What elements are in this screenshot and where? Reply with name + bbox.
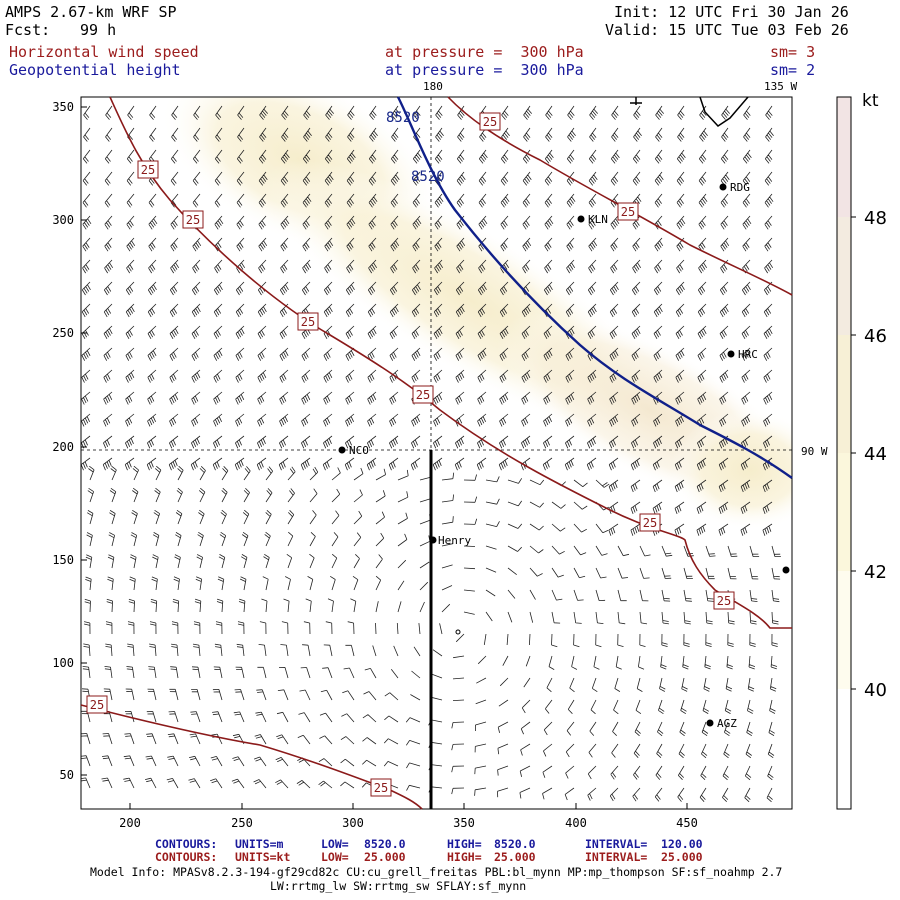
wind-contour-label: 25: [416, 388, 430, 402]
wind-contour-label: 25: [483, 115, 497, 129]
wind-barbs: [81, 105, 781, 803]
footer-line2-low: LOW=: [321, 850, 349, 864]
field-2-level: at pressure = 300 hPa: [385, 61, 584, 79]
x-tick-label: 450: [676, 816, 698, 830]
colorbar-tick-label: 44: [864, 444, 887, 465]
colorbar-tick-label: 42: [864, 562, 887, 583]
station-kln: KLN: [588, 213, 608, 226]
station-dot-henry: [429, 536, 437, 544]
x-tick-label: 300: [342, 816, 364, 830]
y-tick-label: 350: [52, 100, 74, 114]
map-frame: [80, 96, 793, 810]
colorbar-tick-label: 46: [864, 326, 887, 347]
station-nco: NCO: [349, 444, 369, 457]
model-title: AMPS 2.67-km WRF SP: [5, 3, 177, 21]
colorbar-band: [837, 97, 851, 217]
footer-line1-interval-value: 120.00: [661, 837, 703, 851]
footer-line1-high: HIGH=: [447, 837, 482, 851]
colorbar-band: [837, 335, 851, 453]
colorbar-band: [837, 453, 851, 571]
footer-line1-low-value: 8520.0: [364, 837, 406, 851]
station-dot-agz: [706, 719, 714, 727]
meridian-label-135w: 135 W: [764, 80, 797, 93]
footer-line2-interval-value: 25.000: [661, 850, 703, 864]
model-info-2: LW:rrtmg_lw SW:rrtmg_sw SFLAY:sf_mynn: [270, 879, 527, 893]
colorbar-band: [837, 571, 851, 689]
colorbar-tick-label: 40: [864, 680, 887, 701]
footer-line2-high-value: 25.000: [494, 850, 536, 864]
footer-line2-low-value: 25.000: [364, 850, 406, 864]
station-dot-kln: [577, 215, 585, 223]
model-info: Model Info: MPASv8.2.3-194-gf29cd82c CU:…: [90, 865, 783, 879]
meridian-label-90w: 90 W: [801, 445, 828, 458]
wind-contour-label: 25: [90, 698, 104, 712]
height-contour-label-1: 8520: [386, 110, 420, 126]
footer-line1-high-value: 8520.0: [494, 837, 536, 851]
colorbar-band: [837, 689, 851, 809]
wind-contour-label: 25: [621, 205, 635, 219]
wind-contour-label: 25: [374, 781, 388, 795]
wind-contour-label: 25: [141, 163, 155, 177]
init-time: Init: 12 UTC Fri 30 Jan 26: [614, 3, 849, 21]
wind-speed-contours: [80, 96, 793, 810]
footer-line1-low: LOW=: [321, 837, 349, 851]
field-1-smooth: sm= 3: [770, 43, 816, 61]
field-1-name: Horizontal wind speed: [9, 43, 199, 61]
station-dot-nco: [338, 446, 346, 454]
wind-barb-paths: [81, 105, 781, 803]
station-henry: Henry: [438, 534, 471, 547]
wind-contour-label-group: 25 25 25 25 25 25 25 25 25 25: [86, 112, 735, 797]
footer-line2-interval: INTERVAL=: [585, 850, 648, 864]
valid-time: Valid: 15 UTC Tue 03 Feb 26: [605, 21, 849, 39]
station-dot-edge: [782, 566, 790, 574]
forecast-label: Fcst:: [5, 21, 51, 39]
footer-line1-units: UNITS=m: [235, 837, 284, 851]
station-dot-rdg: [719, 183, 727, 191]
geopotential-contour-8520: [396, 96, 793, 479]
colorbar-band: [837, 217, 851, 335]
footer-line1-interval: INTERVAL=: [585, 837, 648, 851]
wind-contour-label: 25: [717, 594, 731, 608]
field-2-smooth: sm= 2: [770, 61, 816, 79]
y-tick-label: 50: [60, 768, 74, 782]
coastline: [699, 96, 749, 127]
colorbar-unit: kt: [862, 91, 879, 111]
y-tick-label: 100: [52, 656, 74, 670]
colorbar: kt 48 46 44 42 40: [836, 91, 887, 810]
wind-contour-label: 25: [643, 516, 657, 530]
colorbar-tick-label: 48: [864, 208, 887, 229]
coast-marker: [630, 97, 642, 105]
x-tick-label: 250: [231, 816, 253, 830]
pole-marker: [455, 629, 461, 635]
station-rdg: RDG: [730, 181, 750, 194]
field-1-level: at pressure = 300 hPa: [385, 43, 584, 61]
x-tick-label: 350: [453, 816, 475, 830]
y-tick-label: 250: [52, 326, 74, 340]
meridian-label-180: 180: [423, 80, 443, 93]
height-contour-label-2: 8520: [411, 169, 445, 185]
axes: 200 250 300 350 400 450 350 300 250 200 150 100 50: [52, 100, 698, 830]
station-dot-hrc: [727, 350, 735, 358]
station-agz: AGZ: [717, 717, 737, 730]
wind-contour-label: 25: [301, 315, 315, 329]
y-tick-label: 150: [52, 553, 74, 567]
footer-line2-high: HIGH=: [447, 850, 482, 864]
forecast-hours: 99 h: [80, 21, 117, 39]
footer-line2-label: CONTOURS:: [155, 850, 218, 864]
y-tick-label: 200: [52, 440, 74, 454]
footer-line1-label: CONTOURS:: [155, 837, 218, 851]
footer-line2-units: UNITS=kt: [235, 850, 291, 864]
station-hrc: HRC: [738, 348, 758, 361]
x-tick-label: 400: [565, 816, 587, 830]
wind-contour-label: 25: [186, 213, 200, 227]
field-2-name: Geopotential height: [9, 61, 181, 79]
x-tick-label: 200: [119, 816, 141, 830]
y-tick-label: 300: [52, 213, 74, 227]
wind-speed-shading: [81, 97, 792, 809]
